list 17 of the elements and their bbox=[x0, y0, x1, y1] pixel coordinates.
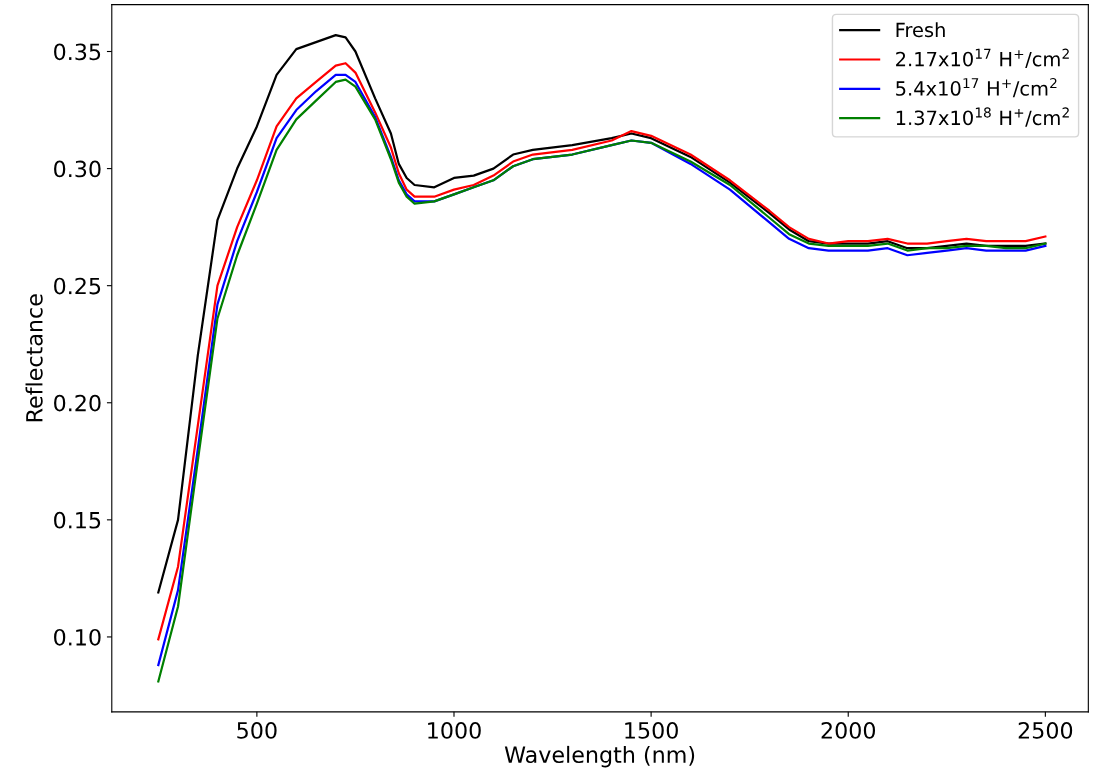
legend-label: Fresh bbox=[896, 22, 945, 38]
y-tick-label: 0.20 bbox=[54, 394, 101, 412]
y-tick-label: 0.35 bbox=[54, 43, 101, 61]
legend-label: 5.4x10$^{17}$ H$^{+}$/cm$^{2}$ bbox=[896, 77, 1057, 98]
x-tick-label: 2500 bbox=[1018, 721, 1073, 739]
y-tick-label: 0.30 bbox=[54, 160, 101, 178]
x-tick-label: 500 bbox=[237, 721, 277, 739]
y-tick-label: 0.15 bbox=[54, 511, 101, 529]
x-tick-label: 1500 bbox=[625, 721, 678, 739]
y-tick-label: 0.25 bbox=[54, 277, 101, 295]
legend-label: 2.17x10$^{17}$ H$^{+}$/cm$^{2}$ bbox=[896, 48, 1069, 68]
x-tick-label: 1000 bbox=[428, 721, 481, 739]
x-tick-label: 2000 bbox=[821, 721, 876, 739]
y-axis-title: Reflectance bbox=[25, 294, 43, 422]
y-tick-label: 0.10 bbox=[54, 628, 101, 646]
legend-label: 1.37x10$^{18}$ H$^{+}$/cm$^{2}$ bbox=[896, 107, 1069, 127]
x-axis-title: Wavelength (nm) bbox=[504, 745, 695, 768]
